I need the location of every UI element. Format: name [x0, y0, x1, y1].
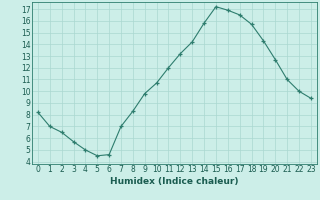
X-axis label: Humidex (Indice chaleur): Humidex (Indice chaleur): [110, 177, 239, 186]
